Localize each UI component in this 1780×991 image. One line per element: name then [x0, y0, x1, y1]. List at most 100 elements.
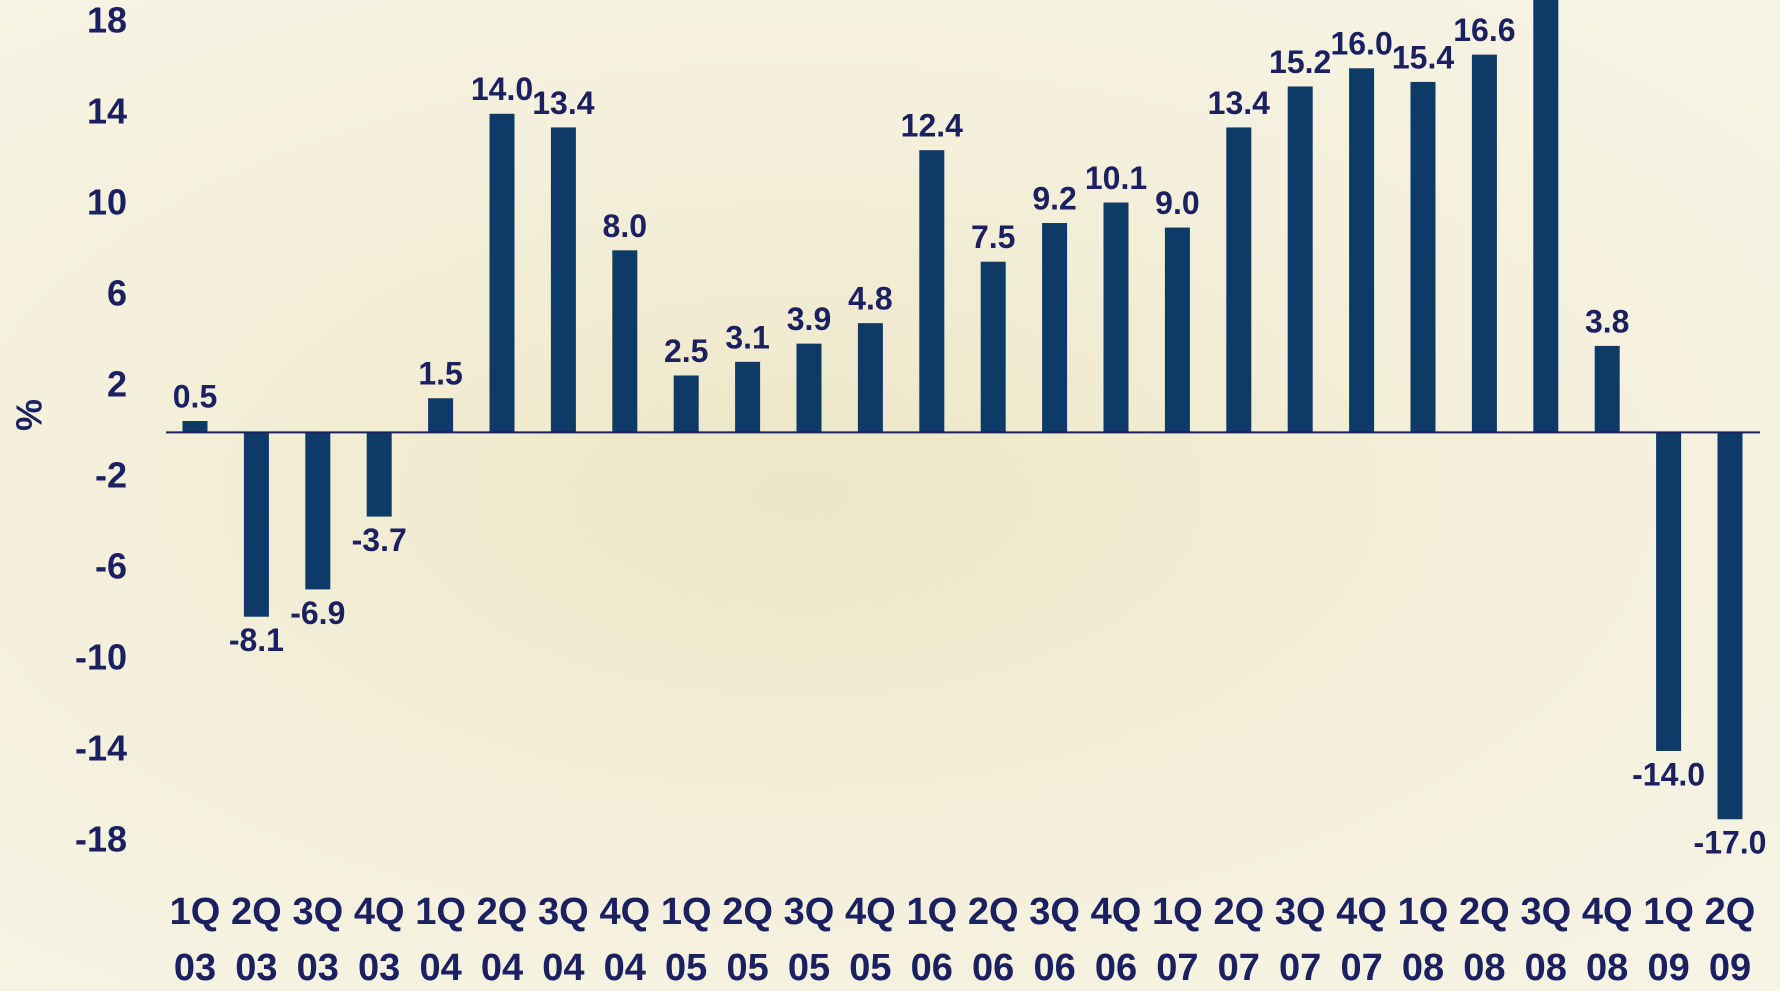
x-tick-label: 03: [358, 947, 400, 989]
data-label: 10.1: [1085, 160, 1147, 196]
y-tick-label: -10: [75, 636, 127, 677]
y-tick-label: 6: [107, 272, 127, 313]
data-label: 13.4: [532, 85, 594, 121]
bar: [428, 398, 454, 433]
x-tick-label: 04: [419, 947, 461, 989]
x-tick-label: 4Q: [354, 891, 405, 933]
x-tick-label: 3Q: [1275, 891, 1326, 933]
x-tick-label: 2Q: [1459, 891, 1510, 933]
x-tick-label: 2Q: [231, 891, 282, 933]
bar: [612, 250, 638, 433]
x-tick-label: 1Q: [1643, 891, 1694, 933]
bar: [243, 432, 269, 617]
data-label: 15.2: [1269, 44, 1331, 80]
x-tick-label: 03: [174, 947, 216, 989]
bar: [857, 323, 883, 433]
y-tick-label: -14: [75, 727, 127, 768]
x-tick-label: 1Q: [170, 891, 221, 933]
x-tick-label: 08: [1525, 947, 1567, 989]
data-label: 7.5: [971, 219, 1015, 255]
x-tick-label: 07: [1340, 947, 1382, 989]
bar: [796, 343, 822, 433]
y-tick-label: -6: [95, 545, 127, 586]
bar: [1594, 345, 1620, 433]
data-label: 3.8: [1585, 303, 1629, 339]
x-tick-label: 04: [604, 947, 646, 989]
data-label: 16.6: [1453, 12, 1515, 48]
data-label: 0.5: [173, 378, 217, 414]
y-tick-label: 14: [87, 90, 127, 131]
bar: [919, 150, 945, 433]
x-tick-label: 03: [235, 947, 277, 989]
bar: [1717, 432, 1743, 820]
x-tick-label: 3Q: [538, 891, 589, 933]
x-tick-label: 06: [1095, 947, 1137, 989]
data-label: 8.0: [603, 208, 647, 244]
x-tick-label: 1Q: [1398, 891, 1449, 933]
bar: [1410, 81, 1436, 433]
bar: [1226, 127, 1252, 433]
bar: [1471, 54, 1497, 433]
x-tick-label: 4Q: [599, 891, 650, 933]
bar: [1656, 432, 1682, 751]
x-tick-label: 3Q: [292, 891, 343, 933]
x-tick-label: 1Q: [661, 891, 712, 933]
data-label: 14.0: [471, 71, 533, 107]
x-tick-label: 08: [1463, 947, 1505, 989]
y-axis-label: %: [9, 399, 50, 431]
x-tick-label: 09: [1709, 947, 1751, 989]
x-tick-label: 06: [972, 947, 1014, 989]
data-label: 3.9: [787, 301, 831, 337]
data-label: 1.5: [418, 356, 462, 392]
bar: [489, 113, 515, 433]
bar: [550, 127, 576, 433]
data-label: 15.4: [1392, 39, 1454, 75]
bar: [980, 261, 1006, 433]
x-tick-label: 1Q: [415, 891, 466, 933]
x-tick-label: 03: [297, 947, 339, 989]
bar: [1042, 223, 1068, 433]
bar: [182, 421, 208, 433]
x-tick-label: 4Q: [1582, 891, 1633, 933]
x-tick-label: 05: [726, 947, 768, 989]
x-tick-label: 05: [849, 947, 891, 989]
data-label: 2.5: [664, 333, 708, 369]
data-label: 9.2: [1032, 180, 1076, 216]
bar: [673, 375, 699, 433]
x-tick-label: 07: [1156, 947, 1198, 989]
data-label: 3.1: [725, 319, 769, 355]
x-tick-label: 05: [788, 947, 830, 989]
bar: [1164, 227, 1190, 433]
data-label: -8.1: [229, 622, 284, 658]
x-tick-label: 2Q: [968, 891, 1019, 933]
bar: [735, 361, 761, 433]
x-tick-label: 2Q: [722, 891, 773, 933]
data-label: -14.0: [1632, 756, 1705, 792]
y-tick-label: 10: [87, 181, 127, 222]
x-tick-label: 2Q: [1213, 891, 1264, 933]
data-label: 13.4: [1208, 85, 1270, 121]
bar: [1533, 0, 1559, 433]
x-tick-label: 2Q: [1705, 891, 1756, 933]
data-label: -3.7: [352, 522, 407, 558]
y-tick-label: -18: [75, 819, 127, 860]
x-tick-label: 07: [1279, 947, 1321, 989]
bar: [1287, 86, 1313, 433]
bar: [1349, 68, 1375, 433]
x-tick-label: 04: [542, 947, 584, 989]
data-label: 4.8: [848, 281, 892, 317]
x-tick-label: 1Q: [906, 891, 957, 933]
x-tick-label: 3Q: [1029, 891, 1080, 933]
x-tick-label: 06: [1033, 947, 1075, 989]
x-tick-label: 1Q: [1152, 891, 1203, 933]
x-tick-label: 06: [911, 947, 953, 989]
data-label: -6.9: [290, 595, 345, 631]
bar: [1103, 202, 1129, 433]
x-tick-label: 04: [481, 947, 523, 989]
data-label: -17.0: [1694, 825, 1767, 861]
x-tick-label: 2Q: [477, 891, 528, 933]
x-tick-label: 08: [1402, 947, 1444, 989]
data-label: 12.4: [901, 108, 963, 144]
y-tick-label: -2: [95, 454, 127, 495]
